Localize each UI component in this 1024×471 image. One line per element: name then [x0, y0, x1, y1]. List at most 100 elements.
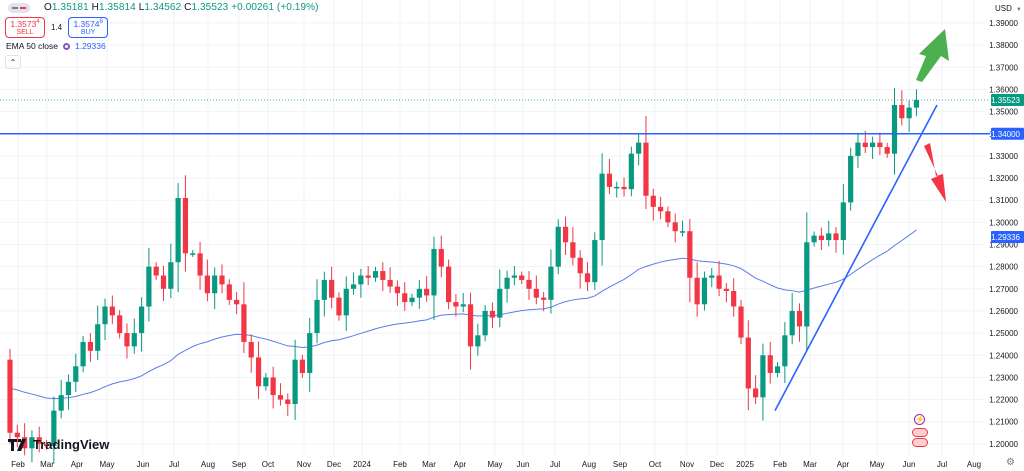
y-tick-label: 1.36000: [989, 85, 1018, 94]
x-tick-label: May: [869, 460, 884, 469]
candle-body: [760, 355, 766, 398]
currency-selector[interactable]: USD ▼: [995, 4, 1022, 13]
close-value: 1.35523: [191, 2, 229, 13]
candle: [913, 89, 920, 117]
candle: [197, 241, 203, 290]
y-tick-label: 1.25000: [989, 329, 1018, 338]
candle: [182, 175, 189, 272]
y-tick-label: 1.31000: [989, 196, 1018, 205]
candle: [329, 266, 335, 309]
candle: [73, 353, 79, 393]
trend-line: [774, 104, 938, 411]
candle: [226, 279, 232, 305]
candle-body: [270, 377, 276, 396]
us-flag-event-icon[interactable]: [912, 428, 928, 437]
candle-body: [511, 275, 517, 278]
candle-body: [738, 306, 744, 338]
candle-body: [789, 310, 795, 336]
x-tick-label: Aug: [582, 460, 596, 469]
indicator-legend[interactable]: EMA 50 close 1.29336: [6, 41, 106, 51]
candle: [672, 213, 678, 243]
candle: [753, 375, 759, 404]
settings-icon[interactable]: ⚙: [1006, 457, 1015, 468]
candle-body: [336, 297, 342, 316]
spread: 1.4: [51, 23, 63, 32]
candle: [504, 270, 510, 303]
candle: [562, 216, 569, 256]
x-tick-label: Jul: [937, 460, 947, 469]
candle-body: [431, 248, 437, 296]
indicator-settings-icon[interactable]: [62, 42, 70, 50]
x-tick-label: Mar: [422, 460, 436, 469]
indicator-value: 1.29336: [74, 41, 106, 51]
candle: [138, 297, 145, 352]
candle: [36, 426, 42, 453]
candle: [416, 279, 422, 309]
low-value: 1.34562: [144, 2, 182, 13]
us-flag-event-icon-2[interactable]: [912, 438, 928, 447]
candle: [65, 374, 72, 410]
candle: [190, 249, 196, 257]
candle: [606, 159, 613, 195]
candle-body: [36, 437, 42, 444]
buy-button[interactable]: 1.35748 BUY: [68, 17, 109, 38]
candle: [774, 362, 781, 378]
candle: [87, 333, 94, 362]
candle-body: [197, 253, 203, 276]
sell-button[interactable]: 1.35734 SELL: [5, 17, 45, 38]
candle-body: [899, 104, 905, 119]
x-tick-label: Oct: [649, 460, 662, 469]
y-tick-label: 1.28000: [989, 263, 1018, 272]
candle: [350, 272, 357, 295]
candle: [869, 136, 876, 160]
candle-body: [555, 226, 561, 267]
arrow-down-icon: [924, 143, 946, 202]
candle-body: [636, 142, 642, 154]
candle-body: [782, 335, 788, 367]
candle: [709, 267, 715, 288]
candle: [372, 266, 379, 282]
x-tick-label: Mar: [40, 460, 54, 469]
candle-body: [416, 288, 422, 298]
candle: [767, 341, 773, 384]
ohlc-values: O1.35181 H1.35814 L1.34562 C1.35523 +0.0…: [44, 2, 319, 13]
candle: [833, 227, 839, 253]
candle: [146, 247, 152, 322]
candle-body: [709, 275, 715, 278]
indicator-label: EMA 50 close: [6, 41, 58, 51]
lightning-event-icon[interactable]: ⚡: [914, 414, 925, 425]
candle-body: [14, 432, 20, 438]
y-tick-label: 1.39000: [989, 19, 1018, 28]
tradingview-logo[interactable]: TradingView: [8, 437, 109, 452]
candle-body: [533, 288, 539, 298]
candle-body: [818, 235, 825, 241]
candle: [840, 184, 846, 255]
candle: [679, 220, 686, 237]
candle-body: [665, 211, 671, 223]
collapse-legend-button[interactable]: ⌃: [5, 55, 21, 69]
y-tick-label: 1.21000: [989, 418, 1018, 427]
candle-body: [153, 266, 159, 276]
symbol-toggle[interactable]: [8, 2, 30, 13]
candle: [168, 243, 174, 299]
x-tick-label: Sep: [613, 460, 628, 469]
y-tick-label: 1.32000: [989, 174, 1018, 183]
candle-body: [204, 275, 210, 294]
candle-body: [796, 310, 803, 327]
candle-body: [467, 304, 474, 347]
candle: [884, 142, 890, 158]
candle: [299, 354, 305, 378]
candle-body: [80, 341, 86, 367]
candle: [292, 339, 298, 420]
candle-body: [22, 437, 28, 449]
candle: [636, 133, 642, 166]
candle: [621, 177, 627, 197]
candle: [102, 298, 108, 341]
x-tick-label: Jul: [169, 460, 179, 469]
candle-body: [584, 273, 591, 283]
candle: [760, 343, 766, 421]
candle: [358, 268, 364, 298]
candle-body: [519, 275, 525, 280]
candle: [409, 293, 415, 307]
